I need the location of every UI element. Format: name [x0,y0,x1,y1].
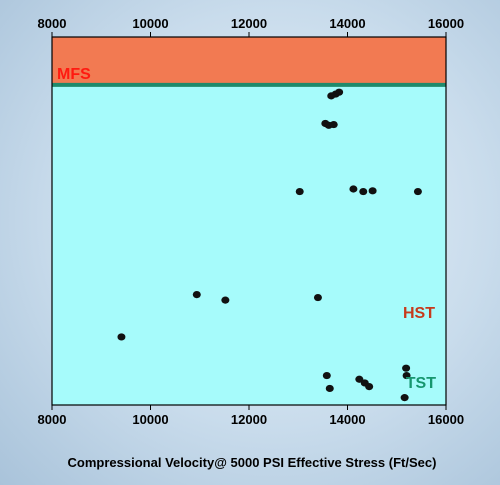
data-point-2 [335,88,344,96]
data-point-11 [192,291,201,299]
data-point-9 [368,187,377,195]
bottom-tick-label: 16000 [428,412,464,427]
zone-tst [52,84,446,405]
top-tick-label: 10000 [132,16,168,31]
x-axis-label: Compressional Velocity@ 5000 PSI Effecti… [68,455,437,470]
data-point-5 [329,120,338,129]
data-point-21 [365,383,374,391]
bottom-tick-label: 14000 [329,412,365,427]
data-point-16 [402,371,411,380]
zone-label-tst: TST [406,375,436,392]
top-tick-label: 14000 [329,16,365,31]
top-tick-label: 12000 [231,16,267,31]
top-x-axis: 8000 10000 12000 14000 16000 [38,16,464,37]
data-point-7 [349,185,358,193]
zone-label-hst: HST [403,305,435,322]
bottom-tick-label: 8000 [38,412,67,427]
data-point-22 [400,394,409,402]
data-point-17 [322,371,331,380]
zone-hst [52,37,446,85]
data-points [117,88,422,402]
bottom-tick-label: 12000 [231,412,267,427]
boundary-label-mfs: MFS [57,66,91,83]
data-point-8 [359,187,368,196]
data-point-15 [402,364,411,372]
top-tick-label: 8000 [38,16,67,31]
bottom-tick-label: 10000 [132,412,168,427]
bottom-x-axis: 8000 10000 12000 14000 16000 [38,405,464,427]
data-point-13 [313,293,322,302]
data-point-6 [295,187,304,196]
data-point-14 [117,333,126,341]
data-point-19 [355,375,364,383]
plot-area [51,36,447,406]
data-point-12 [221,296,230,304]
top-tick-label: 16000 [428,16,464,31]
data-point-18 [325,384,334,393]
data-point-10 [413,187,422,196]
